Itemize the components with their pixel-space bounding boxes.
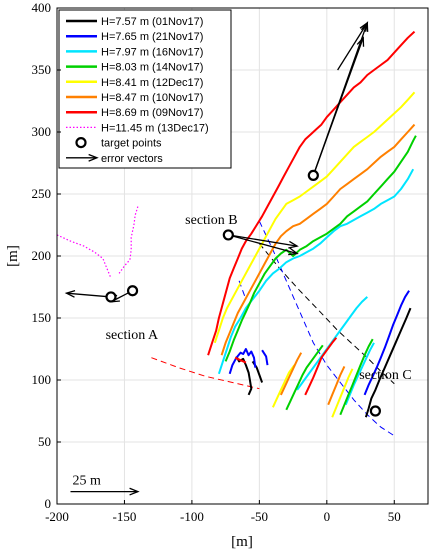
x-tick-label: 50 (388, 509, 401, 524)
legend-target-marker (75, 137, 87, 149)
series-lines (56, 30, 417, 418)
series-line (234, 356, 247, 364)
series-line (217, 168, 415, 375)
legend-vector-arrow (66, 153, 99, 162)
series-line (271, 364, 296, 408)
legend-label: H=8.41 m (12Dec17) (101, 77, 203, 89)
series-line (344, 342, 375, 406)
series-line (261, 349, 269, 366)
legend-label: H=8.47 m (10Nov17) (101, 92, 203, 104)
y-tick-label: 400 (32, 0, 52, 15)
series-line (331, 368, 354, 418)
x-tick-label: -50 (251, 509, 268, 524)
series-line (304, 337, 338, 396)
section-line (258, 221, 395, 437)
error-vector (312, 36, 365, 176)
series-line (228, 348, 257, 375)
series-line (207, 30, 416, 356)
series-line (339, 338, 374, 416)
scale-bar-arrow (70, 487, 140, 496)
target-point (307, 169, 319, 181)
series-line (279, 352, 303, 396)
y-tick-label: 50 (38, 434, 51, 449)
x-tick-label: 0 (324, 509, 331, 524)
section-label: section C (359, 368, 412, 383)
error-vector (228, 234, 299, 256)
section-label: section A (106, 328, 159, 343)
legend-label: H=7.65 m (21Nov17) (101, 31, 203, 43)
y-tick-label: 350 (32, 62, 52, 77)
y-tick-label: 100 (32, 372, 52, 387)
error-vector (228, 234, 299, 249)
x-tick-label: -150 (113, 509, 137, 524)
y-tick-label: 0 (45, 496, 52, 511)
legend-label: H=7.57 m (01Nov17) (101, 16, 203, 28)
section-line (151, 357, 260, 390)
y-tick-label: 250 (32, 186, 52, 201)
series-line (56, 234, 112, 279)
series-line (364, 307, 412, 418)
target-point (105, 291, 117, 303)
legend-vector-label: error vectors (101, 153, 163, 165)
series-line (327, 365, 346, 406)
y-axis-ticks: 0 50 100 150 200 250 300 350 400 (32, 0, 61, 511)
x-tick-label: -100 (180, 509, 204, 524)
target-points (105, 169, 381, 417)
series-line (220, 123, 416, 356)
y-tick-label: 200 (32, 248, 52, 263)
y-axis-label: [m] (5, 245, 21, 267)
section-annotations: section B section A section C (106, 213, 412, 383)
series-line (118, 206, 139, 274)
target-point (369, 405, 381, 417)
scale-bar: 25 m (70, 474, 140, 496)
legend: H=7.57 m (01Nov17) H=7.65 m (21Nov17) H=7.… (58, 9, 232, 169)
x-axis-label: [m] (231, 534, 253, 550)
series-line (363, 290, 410, 396)
series-line (224, 135, 417, 362)
y-tick-label: 150 (32, 310, 52, 325)
target-point (222, 229, 234, 241)
section-label: section B (185, 213, 238, 228)
legend-label: H=8.03 m (14Nov17) (101, 62, 203, 74)
error-vectors (64, 21, 369, 303)
legend-label: H=11.45 m (13Dec17) (101, 122, 209, 134)
error-vector (337, 21, 369, 71)
series-line (235, 355, 253, 396)
x-axis-ticks: -200 -150 -100 -50 0 50 (45, 500, 401, 524)
legend-label: H=7.97 m (16Nov17) (101, 46, 203, 58)
target-point (126, 285, 139, 297)
error-vector (64, 289, 112, 298)
x-tick-label: -200 (45, 509, 69, 524)
series-line (285, 344, 324, 411)
legend-label: H=8.69 m (09Nov17) (101, 107, 203, 119)
scale-bar-label: 25 m (72, 474, 101, 489)
legend-target-label: target points (101, 138, 162, 150)
y-tick-label: 300 (32, 124, 52, 139)
series-line (213, 91, 416, 344)
